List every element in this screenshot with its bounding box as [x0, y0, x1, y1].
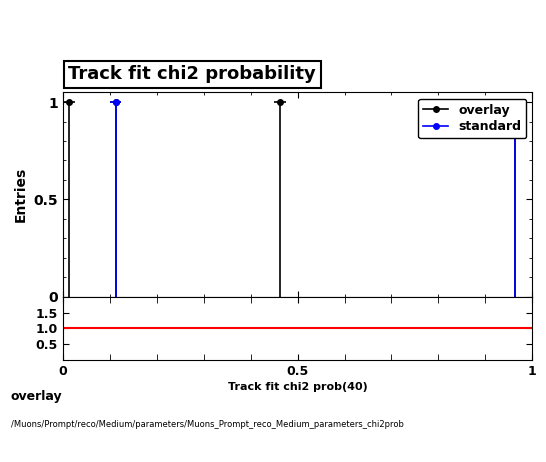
- Text: Track fit chi2 probability: Track fit chi2 probability: [68, 65, 316, 83]
- Y-axis label: Entries: Entries: [14, 167, 28, 222]
- Text: /Muons/Prompt/reco/Medium/parameters/Muons_Prompt_reco_Medium_parameters_chi2pro: /Muons/Prompt/reco/Medium/parameters/Muo…: [11, 420, 404, 429]
- Legend: overlay, standard: overlay, standard: [418, 99, 526, 139]
- X-axis label: Track fit chi2 prob(40): Track fit chi2 prob(40): [228, 383, 367, 392]
- Text: overlay: overlay: [11, 390, 63, 403]
